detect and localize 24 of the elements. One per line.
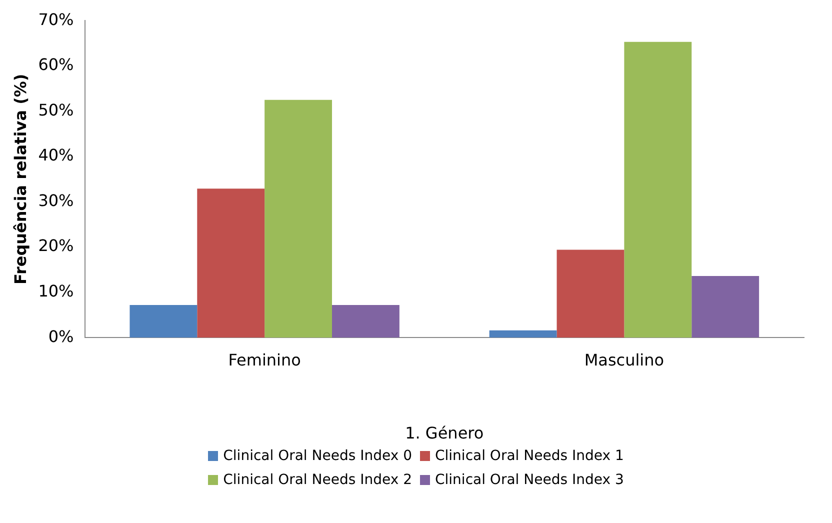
x-tick-label: Feminino (228, 350, 301, 370)
y-tick-label: 20% (38, 236, 74, 256)
legend-label: Clinical Oral Needs Index 3 (435, 472, 624, 488)
y-tick-label: 50% (38, 100, 74, 120)
y-tick-label: 70% (38, 10, 74, 29)
y-tick-label: 40% (38, 146, 74, 165)
y-tick-label: 30% (38, 190, 74, 210)
x-axis-title: 1. Género (405, 424, 484, 443)
legend-label: Clinical Oral Needs Index 1 (435, 448, 624, 464)
legend-label: Clinical Oral Needs Index 0 (223, 448, 412, 464)
bar (264, 100, 332, 338)
bar (692, 276, 760, 338)
bar (332, 304, 400, 338)
x-tick-label: Masculino (584, 350, 664, 370)
bar (197, 188, 265, 338)
bar (489, 330, 557, 338)
bar (130, 304, 198, 338)
y-tick-label: 10% (38, 281, 74, 300)
bar (556, 250, 624, 338)
y-tick-label: 0% (48, 326, 74, 346)
bar (624, 42, 692, 338)
y-axis-title: Frequência relativa (%) (10, 74, 30, 284)
y-tick-label: 60% (38, 55, 74, 74)
legend-label: Clinical Oral Needs Index 2 (223, 472, 412, 488)
